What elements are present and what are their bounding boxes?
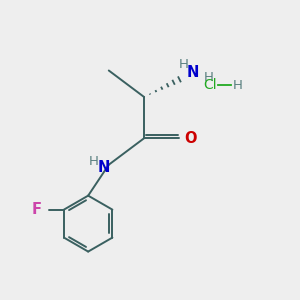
Text: H: H	[203, 71, 213, 84]
Text: O: O	[184, 131, 197, 146]
Text: N: N	[97, 160, 110, 175]
Text: F: F	[32, 202, 42, 217]
Text: N: N	[187, 65, 199, 80]
Text: H: H	[179, 58, 189, 70]
Text: Cl: Cl	[203, 78, 217, 92]
Text: H: H	[89, 155, 99, 168]
Text: H: H	[232, 79, 242, 92]
